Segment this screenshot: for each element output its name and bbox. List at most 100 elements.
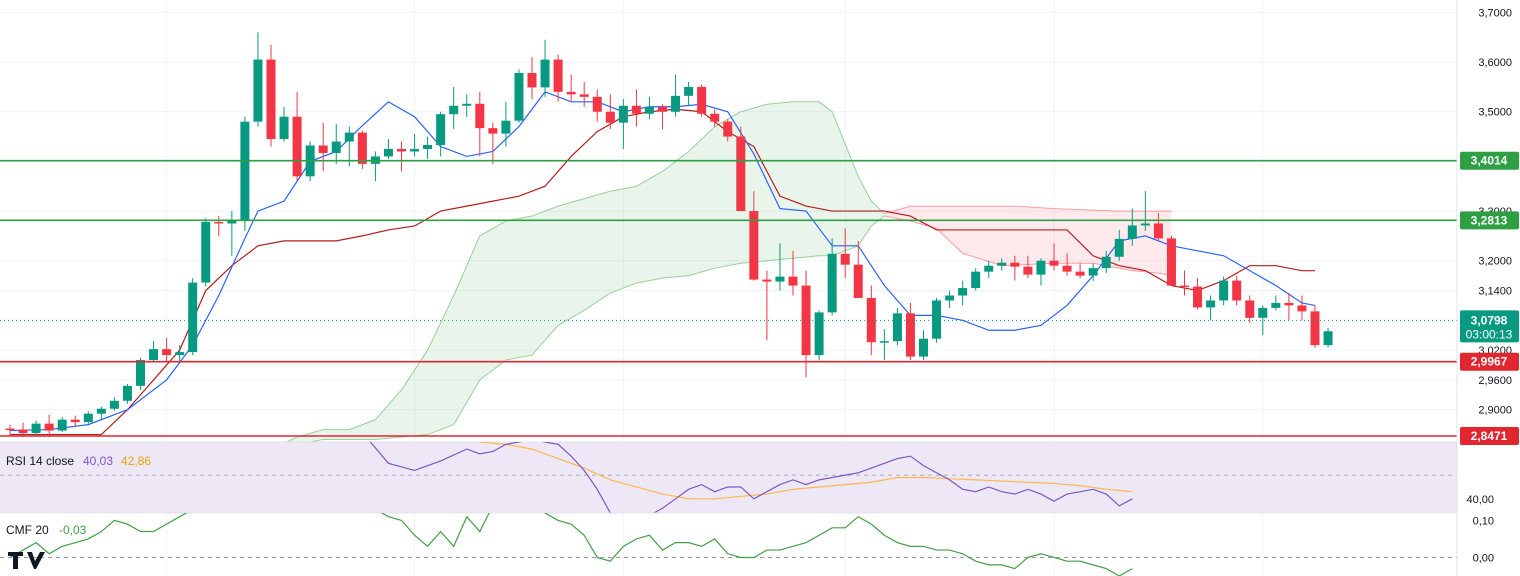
price-tick-label: 2,9000 [1478,405,1512,417]
candle-body [1010,262,1020,267]
candle-body [1310,311,1320,346]
price-tick-label: 3,7000 [1478,7,1512,19]
candle-body [762,279,772,282]
candle-body [1271,302,1281,308]
candle-body [1206,300,1216,308]
candle-body [618,105,628,123]
level-label: 3,2813 [1471,213,1508,227]
rsi-ma-line [479,442,1133,500]
candle-body [1153,223,1163,239]
candle-body [292,116,302,177]
candle-body [175,352,185,356]
last-price-label-bg [1460,310,1519,343]
candle-body [240,121,250,221]
candle-body [801,285,811,356]
candle-body [905,313,915,357]
candle-body [945,295,955,301]
candle-body [162,349,172,356]
candle-body [1140,223,1150,226]
candle-body [579,94,589,97]
candle-body [201,221,211,283]
candle-body [853,264,863,298]
rsi-label: RSI 14 close [6,454,74,468]
candle-body [488,128,498,134]
level-label: 2,8471 [1471,429,1508,443]
candle-body [710,113,720,122]
candle-body [1180,285,1189,288]
level-label-bg [1460,352,1519,371]
candle-body [1088,268,1098,276]
candle-body [475,103,485,129]
candle-body [892,313,902,342]
candle-body [410,148,420,152]
price-tick-label: 3,2000 [1478,256,1512,268]
candle-body [501,120,511,134]
candle-body [958,288,968,296]
candle-body [879,341,889,343]
candle-body [788,276,798,286]
candle-body [775,276,785,282]
cmf-legend[interactable]: CMF 20 -0,03 [6,523,87,537]
rsi-value: 40,03 [83,454,113,468]
candle-body [697,86,707,114]
rsi-band [0,442,1457,513]
candle-body [644,106,654,114]
candle-body [592,96,602,112]
candle-body [658,106,667,112]
candle-body [1023,266,1033,275]
candle-body [684,86,694,96]
tradingview-logo[interactable] [8,552,45,569]
candle-body [1232,280,1242,301]
candle-body [136,360,145,386]
ichimoku-cloud [285,101,1172,442]
rsi-ma-value: 42,86 [121,454,151,468]
candle-body [527,73,537,88]
candle-body [1101,256,1111,269]
last-price-label: 3,0798 [1471,313,1508,327]
cmf-pane[interactable] [0,483,1457,576]
candle-body [605,111,615,123]
cmf-line [9,513,1133,576]
price-tick-label: 3,5000 [1478,107,1512,119]
candle-body [1193,286,1203,308]
candle-body [827,253,837,313]
bear-cloud-span-a [884,205,1172,215]
candle-body [1284,302,1294,306]
price-tick-label: 2,9600 [1478,375,1512,387]
candle-body [357,132,367,164]
rsi-legend[interactable]: RSI 14 close 40,03 42,86 [6,454,151,468]
candle-body [749,211,759,280]
level-label: 3,4014 [1471,154,1508,168]
candle-body [671,95,681,112]
cmf-label: CMF 20 [6,523,49,537]
candle-body [1219,280,1229,301]
rsi-pane[interactable] [0,423,1457,522]
candle-body [723,121,733,137]
candle-body [631,105,641,114]
candle-body [1245,300,1255,318]
candle-body [840,253,850,265]
candle-body [1323,331,1333,346]
candle-body [383,148,393,157]
countdown-label: 03:00:13 [1466,327,1513,341]
candle-body [331,141,341,153]
cmf-value: -0,03 [59,523,87,537]
candle-body [540,59,550,88]
candle-body [318,145,328,153]
candlestick-series [5,32,1333,438]
candle-body [122,385,132,401]
candle-body [57,419,67,431]
candle-body [1114,238,1124,257]
candle-body [436,114,446,146]
candle-body [70,419,80,423]
candle-body [109,400,119,409]
price-axis[interactable]: 3,70003,60003,50003,40003,30003,20003,14… [1460,7,1519,564]
candle-body [1258,307,1268,318]
horizontal-levels[interactable] [0,159,1457,437]
rsi-tick-label: 40,00 [1466,494,1494,506]
candle-body [214,221,224,224]
candle-body [253,59,263,122]
candle-body [397,148,406,152]
candle-body [553,59,563,92]
